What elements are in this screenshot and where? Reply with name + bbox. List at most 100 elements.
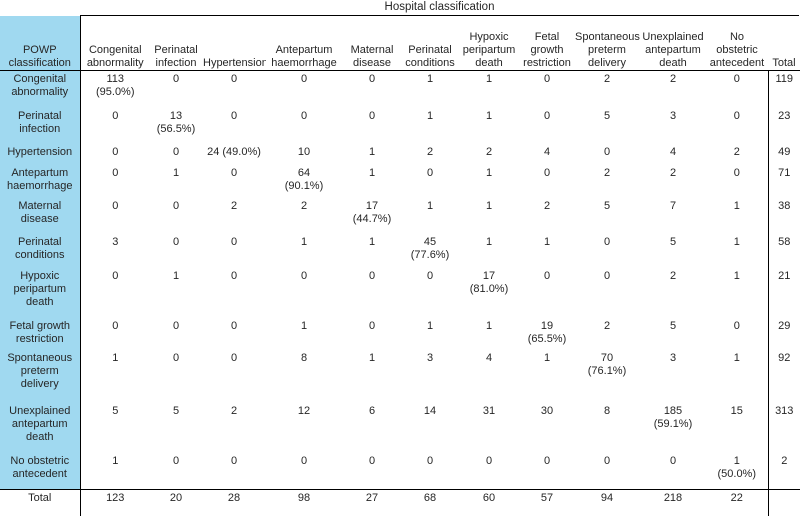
cell: 0 bbox=[485, 455, 493, 467]
row-total: 313 bbox=[767, 403, 800, 453]
cell: 24 (49.0%) bbox=[207, 146, 261, 158]
cell: 0 bbox=[172, 352, 180, 364]
cell: 0 bbox=[230, 236, 238, 248]
cell: 2 bbox=[603, 167, 611, 179]
cell: 0 bbox=[230, 320, 238, 332]
cell: 6 bbox=[368, 405, 376, 417]
column-total: 28 bbox=[202, 488, 266, 516]
column-total: 123 bbox=[80, 488, 150, 516]
cell: 0 bbox=[368, 320, 376, 332]
cell: 0 bbox=[543, 455, 551, 467]
cell: 19 (65.5%) bbox=[527, 320, 567, 345]
cell: 3 bbox=[669, 352, 677, 364]
column-total: 60 bbox=[458, 488, 520, 516]
row-total: 58 bbox=[767, 234, 800, 268]
classification-table: POWP classification Congenital abnormali… bbox=[0, 16, 800, 516]
column-header: No obstetric antecedent bbox=[706, 16, 768, 71]
cell: 0 bbox=[172, 146, 180, 158]
table-row: No obstetric antecedent 1 0 0 0 0 0 0 0 … bbox=[0, 453, 800, 489]
cell: 5 bbox=[669, 320, 677, 332]
cell: 45 (77.6%) bbox=[410, 236, 450, 261]
row-label: Antepartum haemorrhage bbox=[0, 165, 81, 198]
cell: 1 bbox=[172, 270, 180, 282]
cell: 0 bbox=[603, 236, 611, 248]
cell: 2 bbox=[669, 167, 677, 179]
cell: 1 bbox=[300, 320, 308, 332]
corner-header: POWP classification bbox=[0, 16, 81, 71]
cell: 3 bbox=[669, 110, 677, 122]
table-row: Spontaneous preterm delivery 1 0 0 8 1 3… bbox=[0, 350, 800, 403]
column-header: Antepartum haemorrhage bbox=[266, 16, 342, 71]
cell: 1 bbox=[485, 236, 493, 248]
cell: 0 bbox=[230, 270, 238, 282]
cell: 1 bbox=[485, 320, 493, 332]
cell: 0 bbox=[172, 455, 180, 467]
table-row: Maternal disease 0 0 2 2 17 (44.7%) 1 1 … bbox=[0, 198, 800, 234]
cell: 4 bbox=[543, 146, 551, 158]
cell: 2 bbox=[733, 146, 740, 158]
cell: 0 bbox=[733, 167, 740, 179]
row-total: 92 bbox=[767, 350, 800, 403]
cell: 1 bbox=[368, 146, 376, 158]
column-total: 20 bbox=[150, 488, 202, 516]
table-row: Antepartum haemorrhage 0 1 0 64 (90.1%) … bbox=[0, 165, 800, 198]
cell: 0 bbox=[426, 270, 434, 282]
cell: 14 bbox=[423, 405, 437, 417]
cell: 2 bbox=[603, 320, 611, 332]
cell: 0 bbox=[368, 72, 376, 85]
table-row: Hypoxic peripartum death 0 1 0 0 0 0 17 … bbox=[0, 268, 800, 318]
cell: 0 bbox=[669, 455, 677, 467]
cell: 0 bbox=[543, 270, 551, 282]
cell: 5 bbox=[603, 110, 611, 122]
cell: 0 bbox=[112, 167, 119, 179]
cell: 1 bbox=[733, 352, 740, 364]
cell: 1 bbox=[368, 352, 376, 364]
cell: 1 bbox=[368, 167, 376, 179]
row-label: Maternal disease bbox=[0, 198, 81, 234]
header-row: POWP classification Congenital abnormali… bbox=[0, 16, 800, 71]
cell: 15 bbox=[730, 405, 743, 417]
cell: 0 bbox=[543, 167, 551, 179]
cell: 1 bbox=[733, 200, 740, 212]
cell: 8 bbox=[300, 352, 308, 364]
row-label: Perinatal infection bbox=[0, 108, 81, 144]
cell: 1 bbox=[543, 352, 551, 364]
cell: 13 (56.5%) bbox=[156, 110, 196, 135]
cell: 0 bbox=[300, 270, 308, 282]
column-total: 68 bbox=[402, 488, 458, 516]
cell: 1 bbox=[485, 110, 493, 122]
cell: 3 bbox=[426, 352, 434, 364]
cell: 7 bbox=[669, 200, 677, 212]
cell: 3 bbox=[112, 236, 119, 248]
row-label: Spontaneous preterm delivery bbox=[0, 350, 81, 403]
cell: 0 bbox=[172, 236, 180, 248]
cell: 0 bbox=[543, 72, 551, 85]
cell: 1 bbox=[426, 110, 434, 122]
cell: 17 (81.0%) bbox=[469, 270, 509, 295]
row-label: Perinatal conditions bbox=[0, 234, 81, 268]
cell: 1 bbox=[112, 455, 119, 467]
cell: 0 bbox=[300, 110, 308, 122]
cell: 2 bbox=[485, 146, 493, 158]
cell: 0 bbox=[543, 110, 551, 122]
row-total: 29 bbox=[767, 318, 800, 350]
row-label: Fetal growth restriction bbox=[0, 318, 81, 350]
cell: 1 bbox=[368, 236, 376, 248]
column-total: 57 bbox=[520, 488, 574, 516]
cell: 0 bbox=[172, 200, 180, 212]
cell: 0 bbox=[112, 146, 119, 158]
cell: 0 bbox=[230, 167, 238, 179]
column-header: Congenital abnormality bbox=[80, 16, 150, 71]
column-header: Hypertension bbox=[202, 16, 266, 71]
cell: 0 bbox=[300, 72, 308, 85]
cell: 0 bbox=[112, 320, 119, 332]
column-total: 22 bbox=[706, 488, 768, 516]
row-label: Unexplained antepartum death bbox=[0, 403, 81, 453]
column-total: 218 bbox=[640, 488, 706, 516]
cell: 0 bbox=[426, 167, 434, 179]
cell: 10 bbox=[297, 146, 311, 158]
cell: 1 bbox=[112, 352, 119, 364]
cell: 0 bbox=[230, 352, 238, 364]
cell: 1 bbox=[485, 167, 493, 179]
